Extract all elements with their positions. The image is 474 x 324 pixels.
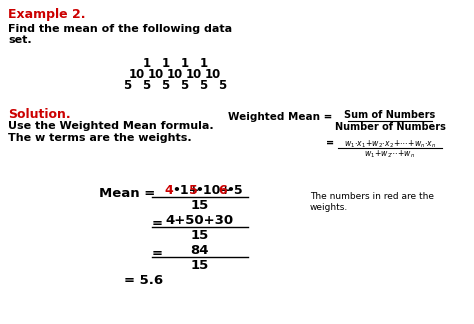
Text: $w_1\!\cdot\!x_1\!+\!w_2\!\cdot\!x_2\!+\!\cdots\!+\!w_n\!\cdot\!x_n$: $w_1\!\cdot\!x_1\!+\!w_2\!\cdot\!x_2\!+\… <box>344 138 436 149</box>
Text: Use the Weighted Mean formula.: Use the Weighted Mean formula. <box>8 121 214 131</box>
Text: 1: 1 <box>143 57 151 70</box>
Text: 5: 5 <box>181 79 189 92</box>
Text: Mean =: Mean = <box>99 187 155 200</box>
Text: •1+: •1+ <box>172 184 200 197</box>
Text: =: = <box>326 138 334 148</box>
Text: $w_1\!+\!w_2\!\cdots\!+\!w_n$: $w_1\!+\!w_2\!\cdots\!+\!w_n$ <box>365 149 416 160</box>
Text: weights.: weights. <box>310 203 348 212</box>
Text: 5: 5 <box>200 79 208 92</box>
Text: 4+50+30: 4+50+30 <box>166 214 234 227</box>
Text: 10: 10 <box>186 68 202 81</box>
Text: 1: 1 <box>162 57 170 70</box>
Text: 10: 10 <box>148 68 164 81</box>
Text: 6: 6 <box>219 184 228 197</box>
Text: Weighted Mean =: Weighted Mean = <box>228 112 332 122</box>
Text: •10+: •10+ <box>196 184 232 197</box>
Text: Example 2.: Example 2. <box>8 8 85 21</box>
Text: 5: 5 <box>123 79 132 92</box>
Text: Sum of Numbers: Sum of Numbers <box>345 110 436 120</box>
Text: 1: 1 <box>200 57 208 70</box>
Text: The numbers in red are the: The numbers in red are the <box>310 192 434 201</box>
Text: 10: 10 <box>167 68 183 81</box>
Text: set.: set. <box>8 35 32 45</box>
Text: =: = <box>152 217 163 230</box>
Text: 10: 10 <box>129 68 145 81</box>
Text: 15: 15 <box>191 259 209 272</box>
Text: Find the mean of the following data: Find the mean of the following data <box>8 24 232 34</box>
Text: 4: 4 <box>165 184 173 197</box>
Text: 5: 5 <box>219 79 227 92</box>
Text: •5: •5 <box>226 184 243 197</box>
Text: 5: 5 <box>142 79 151 92</box>
Text: = 5.6: = 5.6 <box>124 274 163 287</box>
Text: =: = <box>152 247 163 260</box>
Text: 15: 15 <box>191 229 209 242</box>
Text: 5: 5 <box>189 184 198 197</box>
Text: Number of Numbers: Number of Numbers <box>335 122 446 132</box>
Text: 1: 1 <box>181 57 189 70</box>
Text: 84: 84 <box>191 244 209 257</box>
Text: 15: 15 <box>191 199 209 212</box>
Text: 10: 10 <box>205 68 221 81</box>
Text: 5: 5 <box>161 79 170 92</box>
Text: The w terms are the weights.: The w terms are the weights. <box>8 133 191 143</box>
Text: Solution.: Solution. <box>8 108 71 121</box>
